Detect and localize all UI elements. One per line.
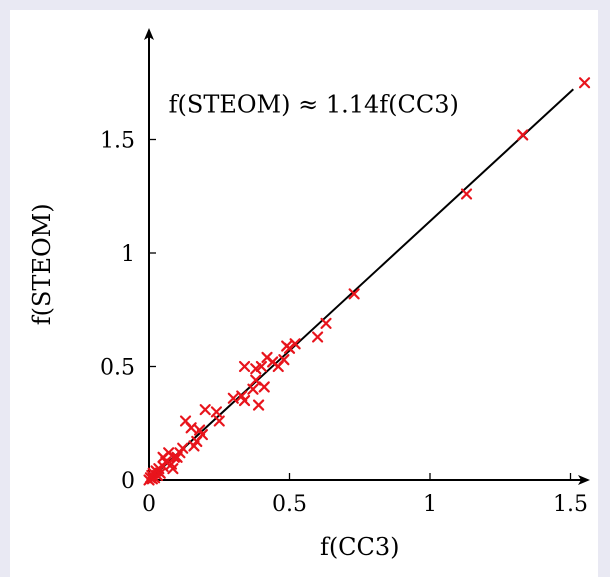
data-point bbox=[196, 429, 208, 441]
data-point bbox=[199, 404, 211, 416]
scatter-chart: 0 0.5 1 1.5 0 0.5 1 1.5 f(CC3) f(STEOM) f(STEOM) ≈… bbox=[28, 28, 591, 561]
y-tick-label: 1.5 bbox=[100, 129, 135, 154]
data-point bbox=[238, 360, 251, 373]
plot-area: 0 0.5 1 1.5 0 0.5 1 1.5 f(CC3) f(STEOM) f(STEOM) ≈… bbox=[28, 28, 591, 561]
y-tick-label: 0 bbox=[121, 469, 135, 494]
fit-line bbox=[148, 88, 574, 481]
fit-annotation: f(STEOM) ≈ 1.14f(CC3) bbox=[169, 90, 459, 118]
data-point bbox=[250, 363, 262, 375]
chart-panel: 0 0.5 1 1.5 0 0.5 1 1.5 f(CC3) f(STEOM) f(STEOM) ≈… bbox=[10, 10, 598, 577]
data-point bbox=[255, 360, 267, 373]
data-point bbox=[320, 317, 332, 329]
data-point bbox=[185, 422, 197, 434]
data-point bbox=[247, 383, 259, 395]
data-point bbox=[210, 406, 223, 418]
data-point bbox=[578, 77, 591, 89]
data-point bbox=[177, 442, 189, 454]
data-point bbox=[250, 374, 262, 386]
data-point bbox=[258, 381, 270, 393]
data-point bbox=[154, 467, 166, 479]
x-axis-arrow bbox=[578, 475, 590, 485]
data-point bbox=[460, 188, 473, 200]
data-point bbox=[213, 415, 225, 427]
data-point bbox=[289, 338, 301, 350]
y-tick-label: 1 bbox=[121, 242, 135, 267]
data-point bbox=[227, 392, 239, 404]
x-tick-label: 0.5 bbox=[272, 492, 307, 517]
data-point bbox=[238, 394, 251, 407]
x-tick-label: 1.5 bbox=[553, 492, 588, 517]
data-point bbox=[517, 129, 529, 141]
data-point bbox=[278, 354, 290, 366]
data-point bbox=[167, 463, 179, 475]
data-point bbox=[252, 399, 265, 411]
y-axis-title: f(STEOM) bbox=[28, 203, 56, 325]
data-point bbox=[348, 288, 360, 300]
x-tick-label: 0 bbox=[142, 492, 156, 517]
data-point bbox=[312, 331, 324, 343]
y-tick-label: 0.5 bbox=[100, 356, 135, 381]
x-axis-title: f(CC3) bbox=[320, 533, 400, 561]
x-tick-label: 1 bbox=[423, 492, 437, 517]
y-axis-arrow bbox=[144, 28, 154, 40]
